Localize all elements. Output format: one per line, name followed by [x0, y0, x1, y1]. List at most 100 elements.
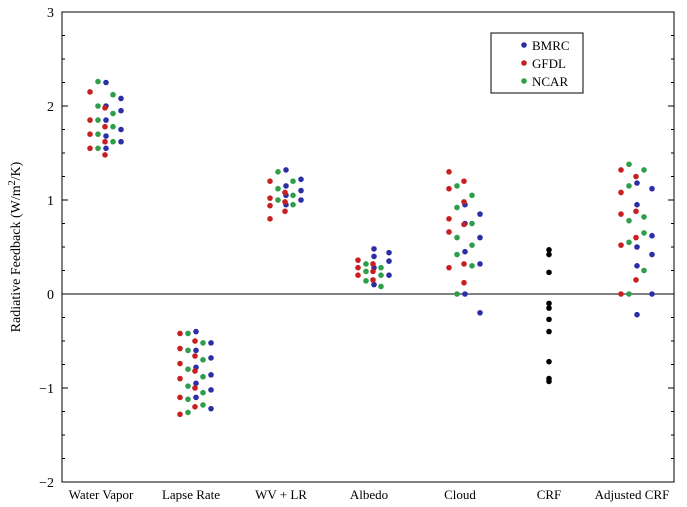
category-label: CRF [537, 487, 562, 502]
data-point [641, 230, 647, 236]
data-point [103, 79, 109, 86]
data-point [618, 167, 624, 173]
data-point [275, 169, 281, 175]
data-point [185, 347, 191, 354]
data-point [546, 305, 552, 311]
data-point [355, 264, 361, 271]
data-point [641, 214, 647, 220]
data-point [546, 358, 552, 365]
category-label: Adjusted CRF [595, 487, 670, 502]
data-point [546, 247, 552, 253]
data-point [461, 261, 467, 267]
category-label: Cloud [444, 487, 476, 502]
data-point [193, 380, 199, 387]
data-point [267, 178, 273, 184]
data-point [177, 330, 183, 337]
data-point [634, 263, 640, 269]
data-point [208, 372, 214, 378]
data-point [177, 345, 183, 352]
data-point [477, 234, 483, 241]
legend: BMRC GFDL NCAR [490, 32, 584, 94]
data-point [634, 311, 640, 318]
data-point [103, 117, 109, 123]
data-point [546, 316, 552, 323]
y-tick-label: 3 [47, 6, 54, 21]
data-point [461, 221, 467, 228]
y-axis-label: Radiative Feedback (W/m2/K) [7, 161, 25, 332]
data-point [477, 211, 483, 217]
legend-marker [521, 42, 527, 48]
data-points [87, 78, 655, 418]
data-point [275, 197, 281, 203]
data-point [290, 178, 296, 184]
data-point [208, 405, 214, 412]
data-point [446, 216, 452, 222]
data-point [626, 291, 632, 297]
data-point [626, 217, 632, 224]
data-point [649, 185, 655, 192]
data-point [477, 310, 483, 316]
data-point [193, 394, 199, 401]
data-point [267, 202, 273, 209]
data-point [634, 244, 640, 250]
y-tick-label: 2 [47, 100, 54, 115]
data-point [454, 234, 460, 241]
data-point [454, 204, 460, 211]
data-point [282, 208, 288, 215]
data-point [461, 199, 467, 205]
y-tick-label: 1 [47, 194, 54, 209]
data-point [118, 107, 124, 114]
data-point [102, 105, 108, 111]
data-point [193, 328, 199, 335]
data-point [200, 340, 206, 346]
data-point [634, 201, 640, 208]
data-point [192, 385, 198, 391]
data-point [208, 355, 214, 361]
data-point [469, 242, 475, 248]
data-point [110, 138, 116, 145]
data-point [95, 117, 101, 123]
data-point [95, 103, 101, 109]
data-point [546, 251, 552, 258]
data-point [208, 387, 214, 393]
legend-label: GFDL [532, 56, 566, 71]
data-point [626, 161, 632, 168]
data-point [462, 291, 468, 297]
data-point [192, 404, 198, 410]
data-point [110, 91, 116, 98]
data-point [618, 291, 624, 297]
data-point [378, 264, 384, 271]
data-point [370, 268, 376, 275]
data-point [386, 258, 392, 264]
x-axis: Water Vapor Lapse Rate WV + LR Albedo Cloud C… [69, 487, 670, 502]
data-point [185, 330, 191, 337]
data-point [363, 278, 369, 284]
category-label: WV + LR [255, 487, 307, 502]
data-point [386, 249, 392, 256]
data-point [298, 176, 304, 183]
data-point [546, 328, 552, 335]
data-point [546, 378, 552, 385]
data-point [355, 257, 361, 263]
data-point [462, 248, 468, 255]
data-point [626, 183, 632, 189]
data-point [618, 189, 624, 196]
data-point [87, 117, 93, 123]
data-point [477, 261, 483, 267]
data-point [192, 338, 198, 344]
data-point [461, 178, 467, 184]
data-point [177, 360, 183, 367]
data-point [185, 396, 191, 403]
legend-marker [521, 60, 527, 66]
data-point [275, 185, 281, 192]
legend-marker [521, 78, 527, 84]
data-point [641, 167, 647, 173]
data-point [290, 192, 296, 199]
legend-label: NCAR [532, 74, 568, 89]
data-point [193, 347, 199, 354]
data-point [118, 138, 124, 145]
data-point [370, 277, 376, 283]
data-point [454, 183, 460, 189]
data-point [378, 283, 384, 290]
data-point [102, 152, 108, 158]
